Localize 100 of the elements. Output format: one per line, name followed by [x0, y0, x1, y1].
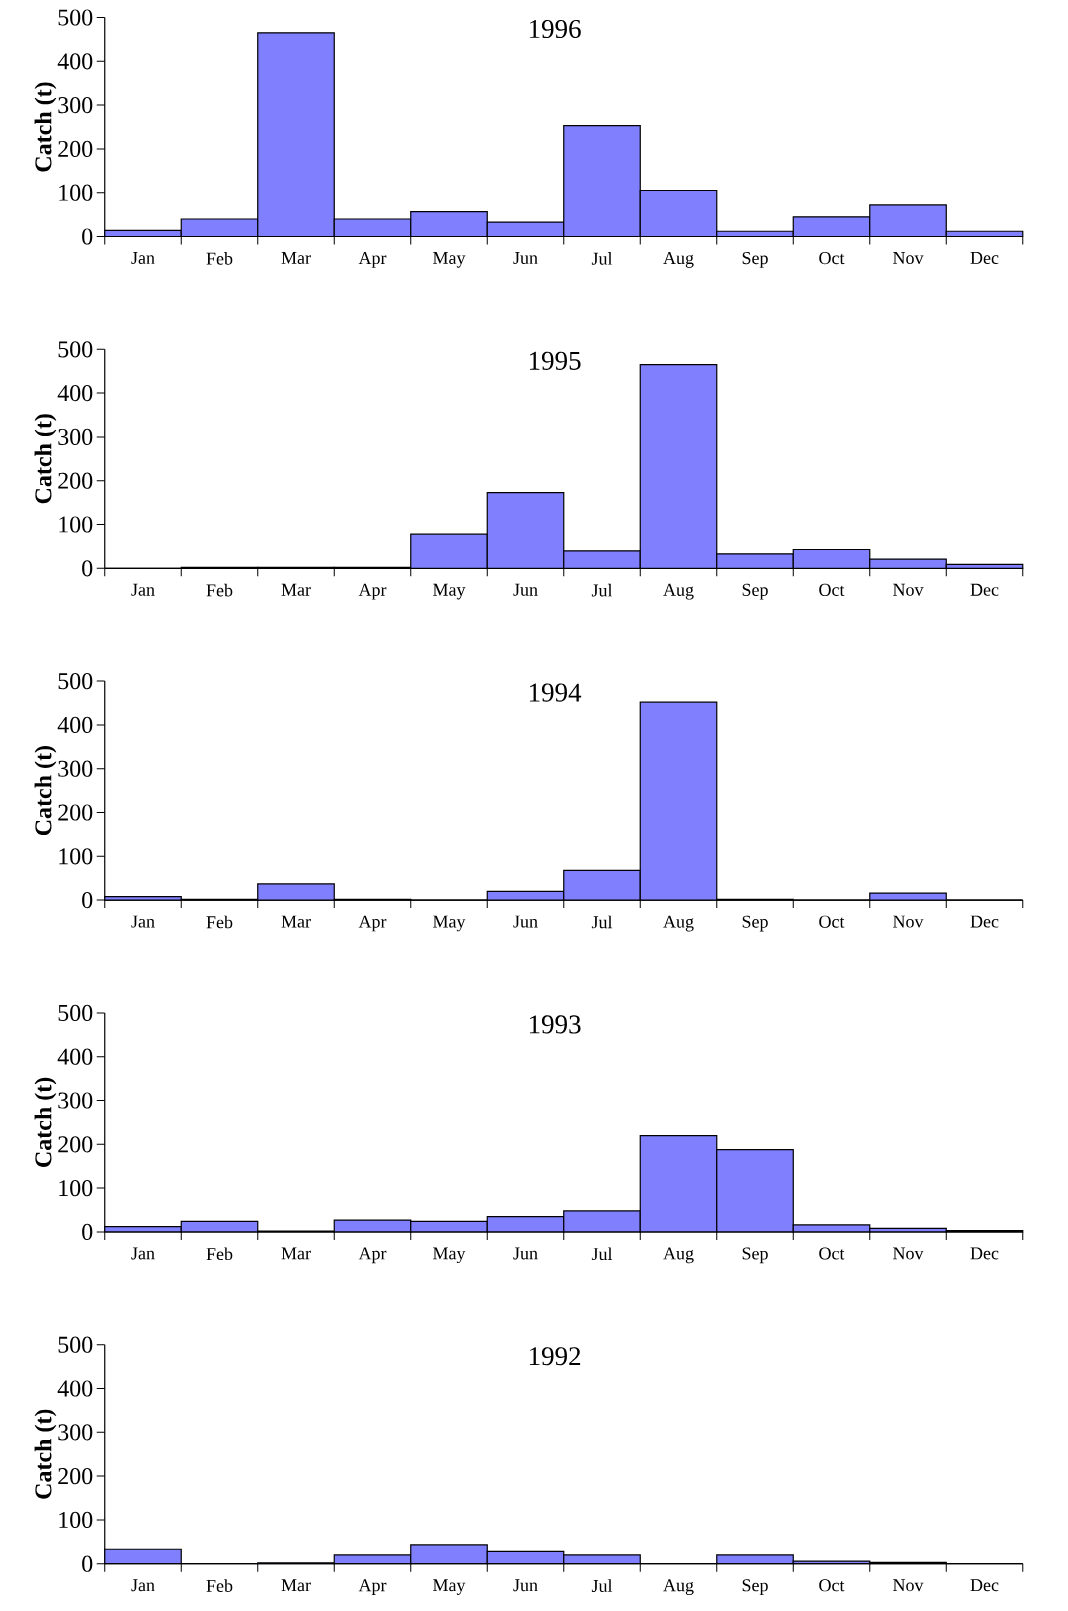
x-tick-label: Jan [131, 1247, 155, 1260]
y-axis-title: Catch (t) [34, 414, 57, 504]
x-tick-label: Oct [819, 252, 845, 265]
y-tick-label: 100 [59, 516, 93, 533]
x-tick-label: Feb [206, 252, 233, 265]
x-tick-label: Jun [513, 583, 538, 596]
x-tick-label: Jul [591, 1579, 613, 1592]
y-axis-title: Catch (t) [34, 1409, 57, 1499]
y-tick-label: 100 [59, 1511, 93, 1529]
x-tick-label: Feb [206, 915, 233, 929]
y-tick-label: 200 [58, 804, 93, 821]
x-tick-label: Apr [358, 915, 387, 932]
y-axis-title: Catch (t) [34, 1077, 57, 1167]
x-tick-label: Mar [281, 1579, 311, 1592]
y-tick-label: 400 [57, 1380, 93, 1397]
y-tick-label: 300 [58, 1424, 93, 1441]
x-tick-label: Feb [206, 1247, 233, 1261]
y-tick-label: 200 [58, 1136, 93, 1153]
x-tick-label: Nov [893, 1579, 924, 1592]
y-tick-label: 100 [59, 848, 93, 865]
x-tick-label: Jul [591, 915, 613, 929]
y-tick-label: 500 [58, 1336, 93, 1353]
x-tick-label: May [433, 915, 466, 932]
y-tick-label: 0 [82, 1555, 93, 1572]
x-tick-label: Jul [591, 1247, 613, 1261]
x-tick-label: Mar [281, 252, 311, 264]
x-tick-label: Dec [970, 252, 999, 264]
x-tick-label: Oct [819, 915, 845, 928]
x-tick-label: Feb [206, 583, 233, 597]
x-tick-label: Sep [742, 1579, 768, 1595]
x-tick-label: Sep [742, 915, 768, 932]
chart-title: 1996 [529, 19, 581, 39]
x-tick-label: Nov [893, 252, 924, 264]
y-tick-label: 200 [58, 472, 93, 489]
y-tick-label: 500 [58, 1004, 93, 1022]
x-tick-label: Jun [513, 915, 538, 928]
x-tick-label: Jun [513, 1247, 538, 1260]
y-tick-label: 100 [59, 1180, 93, 1197]
y-tick-label: 400 [57, 1048, 93, 1065]
x-tick-label: Apr [358, 583, 387, 600]
x-tick-label: Mar [281, 583, 311, 596]
x-tick-label: Mar [281, 1247, 311, 1260]
x-tick-label: Apr [358, 1579, 387, 1595]
x-tick-label: Nov [893, 915, 924, 928]
y-tick-label: 200 [58, 1468, 93, 1485]
y-tick-label: 300 [58, 1092, 93, 1109]
x-tick-label: Nov [893, 583, 924, 596]
x-tick-label: Aug [663, 1247, 694, 1264]
y-tick-label: 0 [82, 560, 93, 577]
y-tick-label: 300 [58, 97, 93, 114]
x-tick-label: Dec [970, 1247, 999, 1260]
x-tick-label: Aug [663, 583, 694, 600]
x-tick-label: Jan [131, 915, 155, 928]
x-tick-label: May [433, 1247, 466, 1264]
y-tick-label: 300 [58, 760, 93, 777]
x-tick-label: Jul [591, 583, 613, 597]
y-tick-label: 500 [58, 673, 93, 690]
x-tick-label: Jul [591, 252, 613, 265]
y-tick-label: 400 [57, 385, 93, 402]
x-tick-label: Oct [819, 1579, 845, 1592]
x-tick-label: Aug [663, 1579, 694, 1596]
y-tick-label: 400 [57, 716, 93, 734]
y-axis-title: Catch (t) [34, 82, 57, 172]
y-tick-label: 0 [82, 892, 93, 909]
y-tick-label: 400 [57, 53, 93, 70]
chart-title: 1994 [529, 683, 582, 702]
y-tick-label: 500 [58, 341, 93, 358]
x-tick-label: Jun [513, 1579, 538, 1592]
x-tick-label: Sep [742, 252, 768, 268]
x-tick-label: Aug [663, 915, 694, 932]
x-tick-label: Dec [970, 915, 999, 928]
x-tick-label: Oct [819, 1247, 845, 1260]
x-tick-label: May [433, 1579, 466, 1595]
x-tick-label: Mar [281, 915, 311, 928]
y-tick-label: 0 [82, 228, 93, 245]
x-tick-label: Jan [131, 252, 155, 264]
x-tick-label: Nov [893, 1247, 924, 1260]
x-tick-label: Dec [970, 583, 999, 596]
x-tick-label: Feb [206, 1579, 233, 1592]
y-tick-label: 200 [58, 140, 93, 157]
x-tick-label: Jan [131, 583, 155, 596]
x-tick-label: Apr [358, 1247, 387, 1264]
y-tick-label: 100 [59, 184, 93, 201]
y-axis-title: Catch (t) [34, 746, 57, 836]
x-tick-label: Aug [663, 252, 694, 268]
x-tick-label: May [433, 252, 466, 268]
x-tick-label: Dec [970, 1579, 999, 1592]
x-tick-label: Apr [358, 252, 387, 268]
x-tick-label: Sep [742, 1247, 768, 1264]
x-tick-label: Oct [819, 583, 845, 596]
x-tick-label: Sep [742, 583, 768, 600]
x-tick-label: Jan [131, 1579, 155, 1592]
chart-title: 1992 [529, 1347, 581, 1366]
x-tick-label: Jun [513, 252, 538, 264]
x-tick-label: May [433, 583, 466, 600]
y-tick-label: 0 [82, 1223, 93, 1241]
chart-title: 1993 [529, 1015, 581, 1034]
chart-title: 1995 [529, 351, 581, 370]
y-tick-label: 500 [58, 9, 93, 26]
y-tick-label: 300 [58, 428, 93, 446]
